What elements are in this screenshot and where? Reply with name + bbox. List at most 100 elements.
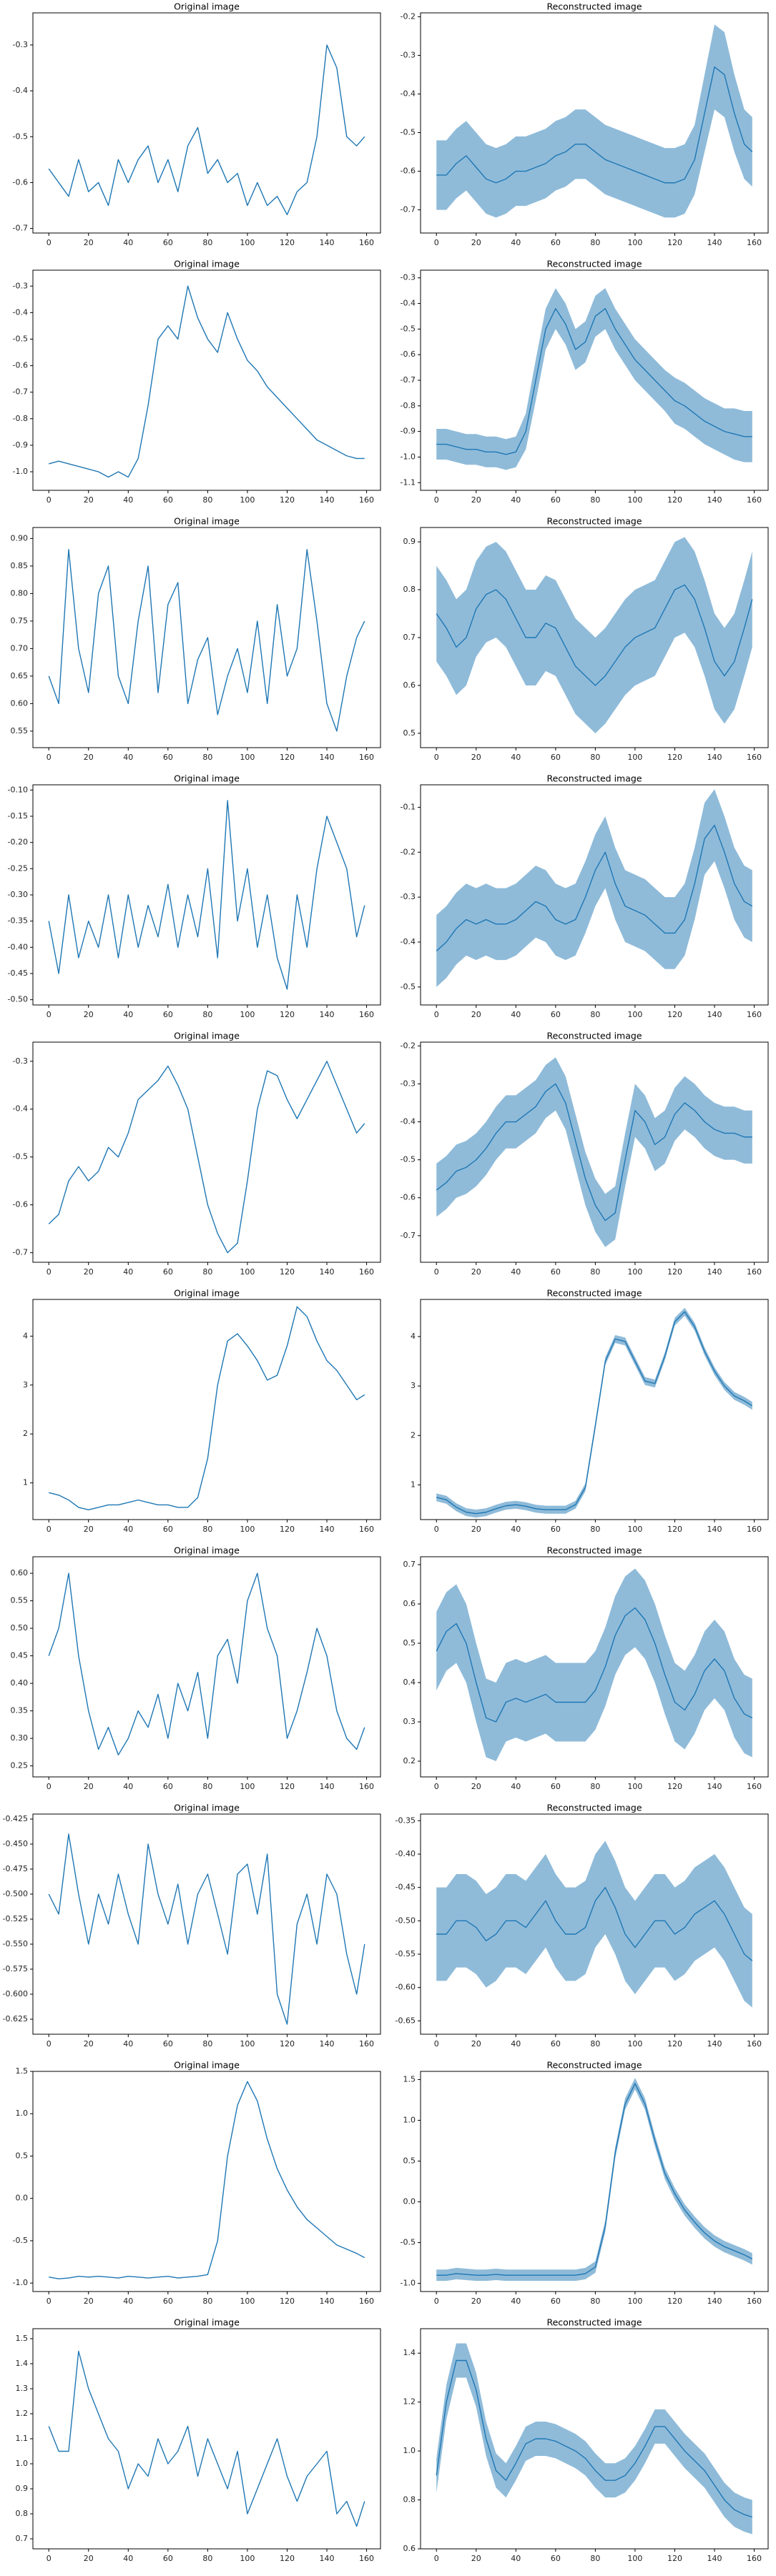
- subplot-title: Reconstructed image: [546, 1, 642, 12]
- x-tick-label: 40: [123, 2039, 133, 2049]
- x-tick-label: 120: [667, 495, 682, 505]
- subplot-title: Reconstructed image: [546, 1803, 642, 1813]
- series-line: [49, 1306, 365, 1511]
- x-tick-label: 100: [627, 1525, 642, 1534]
- y-tick-label: -0.40: [8, 942, 28, 951]
- series-line: [48, 1833, 365, 2025]
- series-line: [48, 2350, 365, 2527]
- y-tick-label: -0.450: [3, 1839, 28, 1848]
- x-tick-label: 40: [123, 1525, 133, 1534]
- x-tick-label: 140: [320, 1267, 335, 1277]
- x-tick-label: 0: [46, 2297, 51, 2306]
- axes-frame: [420, 12, 769, 234]
- y-tick-label: -0.4: [401, 299, 416, 308]
- axes-frame: [32, 1299, 381, 1520]
- x-tick-label: 0: [46, 238, 51, 247]
- x-tick-label: 160: [359, 2554, 374, 2563]
- x-tick-label: 100: [627, 1782, 642, 1791]
- axes-frame: [32, 1813, 381, 2035]
- x-tick-label: 120: [280, 1267, 295, 1277]
- subplot-title: Original image: [174, 1803, 240, 1813]
- y-tick-label: 0.6: [403, 1599, 416, 1608]
- y-tick-label: 0.60: [11, 698, 29, 708]
- y-tick-label: -0.30: [8, 890, 28, 899]
- uncertainty-band: [436, 537, 752, 733]
- x-tick-label: 80: [202, 238, 212, 247]
- subplot: Original image 0 20 40 60 80 100 120 140 160 0.25 0…: [11, 1545, 381, 1791]
- series-line: [48, 1572, 365, 1755]
- y-tick-label: 4: [411, 1332, 416, 1341]
- y-tick-label: -0.6: [401, 167, 416, 176]
- series-line: [48, 549, 365, 732]
- subplot-title: Reconstructed image: [546, 1031, 642, 1041]
- x-tick-label: 0: [46, 1525, 51, 1534]
- y-tick-label: -0.475: [3, 1864, 28, 1873]
- x-tick-label: 20: [84, 2297, 94, 2306]
- axes-frame: [420, 784, 769, 1006]
- x-tick-label: 80: [202, 495, 212, 505]
- y-tick-label: 1.4: [403, 2348, 416, 2357]
- x-tick-label: 140: [320, 1782, 335, 1791]
- y-tick-label: -0.1: [401, 802, 416, 811]
- y-tick-label: -0.8: [401, 401, 416, 410]
- y-tick-label: -0.7: [401, 375, 416, 385]
- y-tick-label: -0.525: [3, 1914, 28, 1923]
- x-tick-label: 140: [707, 1267, 722, 1277]
- x-tick-label: 40: [123, 238, 133, 247]
- y-tick-label: -0.4: [401, 89, 416, 98]
- x-tick-label: 120: [280, 753, 295, 762]
- y-tick-label: 3: [411, 1381, 416, 1390]
- x-tick-label: 160: [747, 238, 762, 247]
- y-tick-label: 0.40: [11, 1678, 29, 1688]
- x-tick-label: 20: [471, 1010, 481, 1019]
- axes-frame: [420, 1813, 769, 2035]
- y-tick-label: -0.3: [401, 892, 416, 901]
- x-tick-label: 20: [84, 753, 94, 762]
- x-tick-label: 120: [667, 1267, 682, 1277]
- y-tick-label: 0.2: [403, 1756, 416, 1765]
- subplot-title: Reconstructed image: [546, 2317, 642, 2328]
- uncertainty-band: [436, 2343, 752, 2535]
- y-tick-label: -0.45: [396, 1883, 416, 1892]
- x-tick-label: 80: [202, 1010, 212, 1019]
- x-tick-label: 60: [163, 1782, 173, 1791]
- series-line: [436, 824, 753, 952]
- x-tick-label: 60: [551, 1525, 561, 1534]
- x-tick-label: 60: [551, 495, 561, 505]
- x-tick-label: 120: [667, 2039, 682, 2049]
- x-tick-label: 60: [163, 238, 173, 247]
- y-tick-label: -0.5: [401, 324, 416, 333]
- x-tick-label: 160: [747, 495, 762, 505]
- x-tick-label: 40: [123, 2554, 133, 2563]
- y-tick-label: -0.20: [8, 838, 28, 847]
- x-tick-label: 60: [551, 2297, 561, 2306]
- y-tick-label: 0.0: [16, 2194, 29, 2203]
- x-tick-label: 20: [84, 1525, 94, 1534]
- y-tick-label: 0.3: [403, 1717, 416, 1726]
- y-tick-label: 1.1: [16, 2434, 29, 2443]
- x-tick-label: 140: [320, 1525, 335, 1534]
- subplot-title: Reconstructed image: [546, 773, 642, 784]
- subplot: Reconstructed image 0 20 40 60 80 100 120 140 160…: [401, 773, 769, 1019]
- x-tick-label: 80: [590, 1010, 600, 1019]
- x-tick-label: 20: [471, 1782, 481, 1791]
- y-tick-label: -0.5: [13, 132, 28, 141]
- subplot-title: Original image: [174, 259, 240, 269]
- x-tick-label: 40: [511, 495, 521, 505]
- x-tick-label: 20: [84, 1782, 94, 1791]
- y-tick-label: 0.8: [16, 2509, 29, 2518]
- y-tick-label: -0.7: [401, 205, 416, 214]
- x-tick-label: 120: [667, 1782, 682, 1791]
- y-tick-label: 0.6: [403, 680, 416, 690]
- y-tick-label: 1.3: [16, 2384, 29, 2393]
- y-tick-label: -0.575: [3, 1964, 28, 1973]
- subplot-title: Original image: [174, 773, 240, 784]
- y-tick-label: -0.50: [8, 995, 28, 1004]
- x-tick-label: 100: [240, 238, 255, 247]
- y-tick-label: -0.7: [401, 1231, 416, 1240]
- series-line: [49, 2081, 365, 2279]
- x-tick-label: 140: [707, 2297, 722, 2306]
- subplot: Original image 0 20 40 60 80 100 120 140 160 -0.7 -…: [13, 1031, 381, 1277]
- uncertainty-band: [436, 24, 752, 218]
- series-line: [436, 584, 753, 686]
